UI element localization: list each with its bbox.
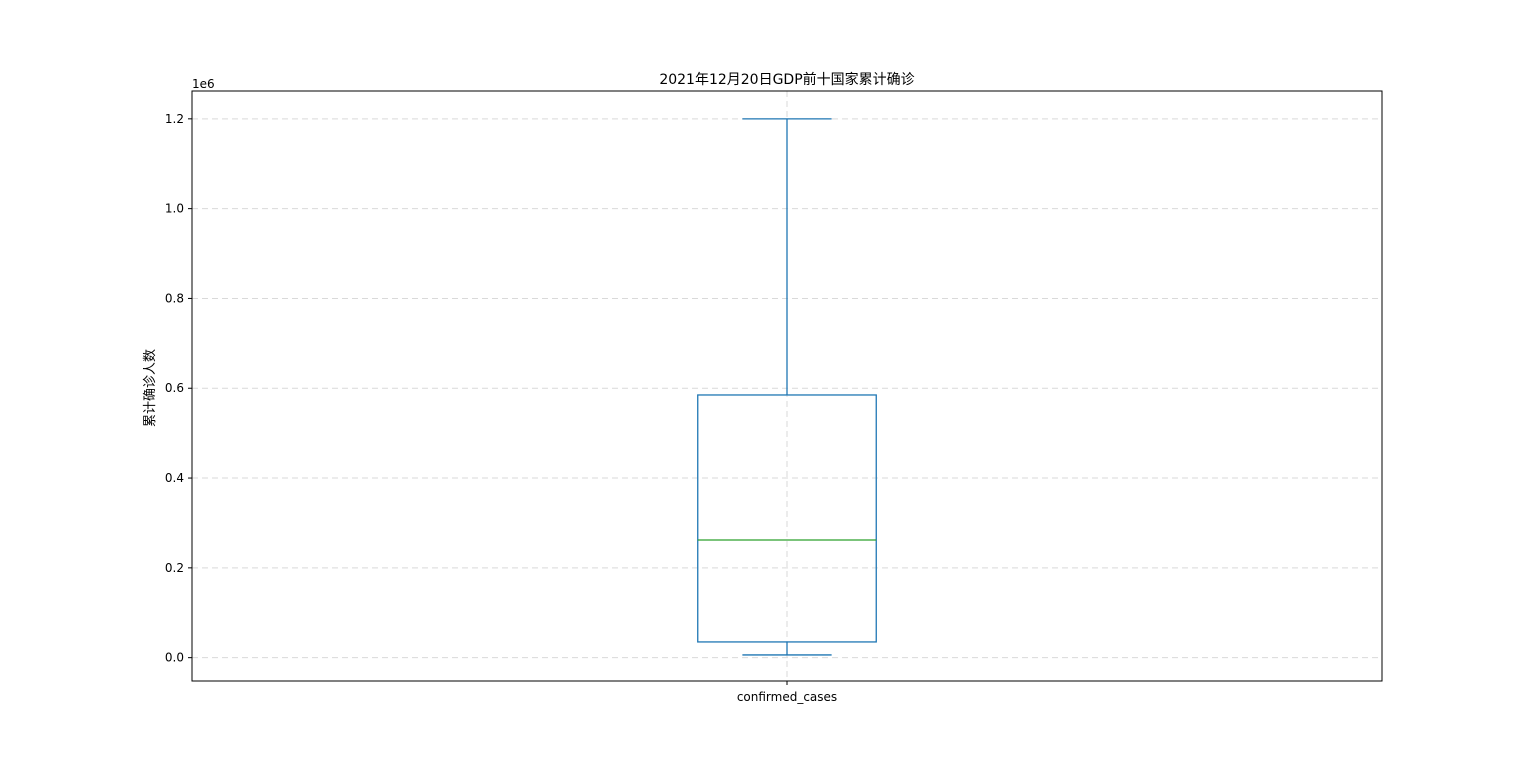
y-axis: 0.0 0.2 0.4 0.6 0.8 1.0 1.2	[165, 112, 192, 665]
y-offset-label: 1e6	[192, 77, 215, 91]
y-tick-label: 0.6	[165, 381, 184, 395]
y-axis-label: 累计确诊人数	[143, 349, 158, 427]
x-tick-label: confirmed_cases	[737, 690, 837, 704]
chart-title: 2021年12月20日GDP前十国家累计确诊	[659, 71, 914, 88]
y-tick-label: 0.4	[165, 471, 184, 485]
y-tick-label: 1.0	[165, 202, 184, 216]
boxplot	[697, 118, 877, 656]
y-tick-label: 0.0	[165, 651, 184, 665]
y-tick-label: 0.8	[165, 291, 184, 305]
y-tick-label: 0.2	[165, 561, 184, 575]
x-axis: confirmed_cases	[737, 681, 837, 704]
y-tick-label: 1.2	[165, 112, 184, 126]
